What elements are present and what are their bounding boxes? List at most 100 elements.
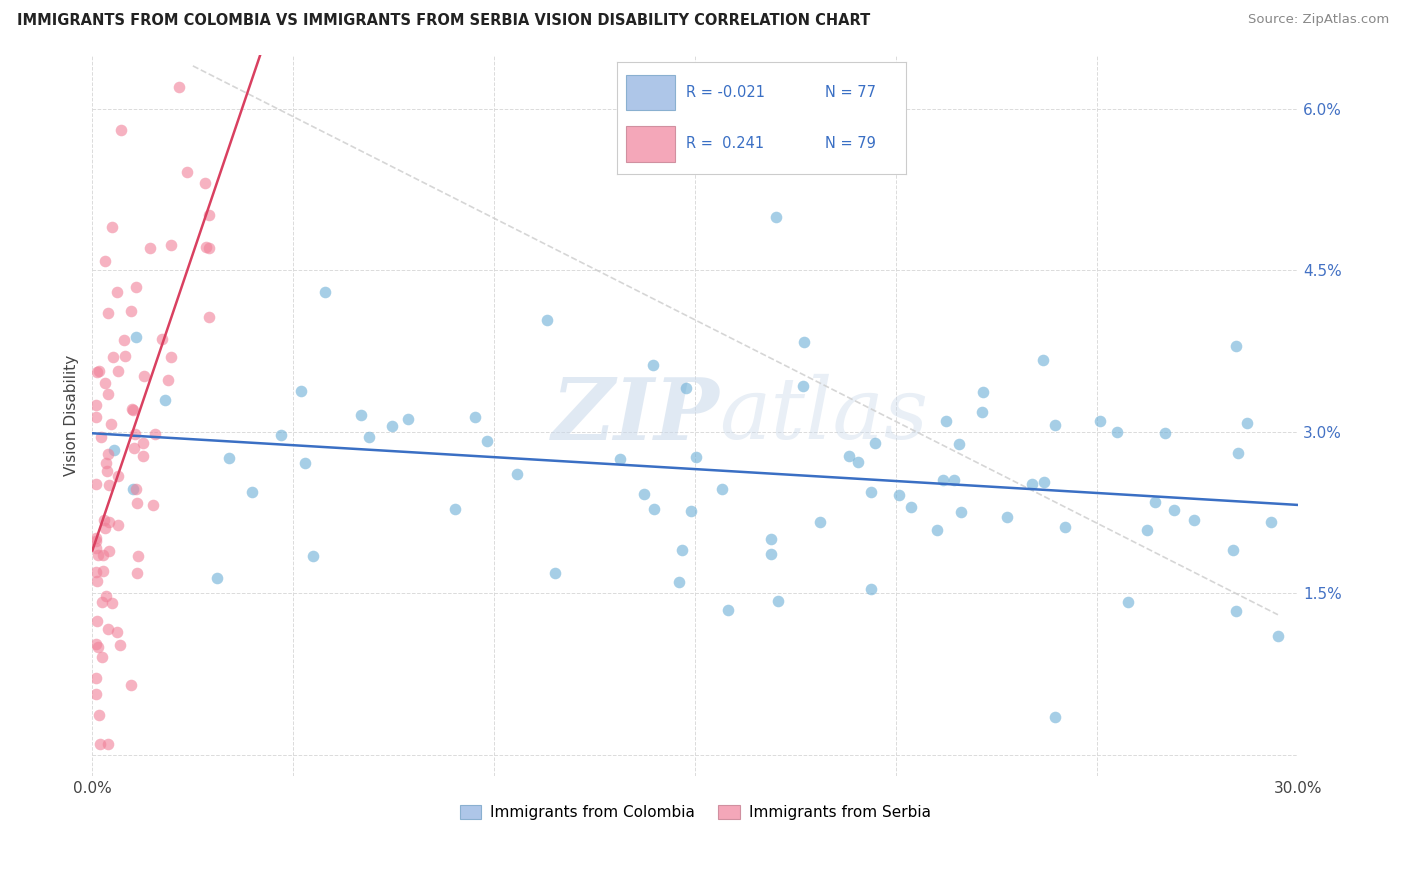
Immigrants from Colombia — [671, 543, 693, 558]
Immigrants from Serbia — [198, 310, 221, 325]
Immigrants from Serbia — [132, 450, 155, 464]
Immigrants from Colombia — [1154, 426, 1177, 441]
Immigrants from Colombia — [240, 485, 263, 500]
Immigrants from Colombia — [464, 410, 486, 425]
Immigrants from Colombia — [218, 450, 240, 465]
Text: ZIP: ZIP — [551, 374, 720, 458]
Immigrants from Serbia — [97, 447, 120, 461]
Immigrants from Serbia — [127, 549, 149, 563]
Immigrants from Serbia — [90, 429, 112, 443]
Immigrants from Serbia — [124, 426, 146, 441]
Immigrants from Serbia — [98, 478, 121, 492]
Immigrants from Colombia — [1225, 339, 1247, 353]
Immigrants from Serbia — [139, 241, 162, 255]
Text: atlas: atlas — [720, 375, 928, 457]
Immigrants from Colombia — [444, 502, 467, 516]
Immigrants from Colombia — [205, 571, 228, 585]
Immigrants from Serbia — [91, 595, 114, 609]
Immigrants from Colombia — [1045, 710, 1067, 724]
Immigrants from Colombia — [863, 435, 886, 450]
Immigrants from Serbia — [122, 441, 145, 455]
Immigrants from Serbia — [143, 426, 166, 441]
Immigrants from Serbia — [160, 238, 183, 252]
Immigrants from Serbia — [87, 640, 110, 654]
Immigrants from Serbia — [96, 464, 118, 478]
Immigrants from Serbia — [86, 365, 108, 379]
Immigrants from Colombia — [681, 504, 703, 518]
Immigrants from Colombia — [995, 510, 1018, 524]
Immigrants from Colombia — [103, 442, 125, 457]
Immigrants from Colombia — [1053, 520, 1076, 534]
Immigrants from Serbia — [87, 708, 110, 723]
Immigrants from Serbia — [132, 436, 155, 450]
Immigrants from Serbia — [150, 332, 173, 346]
Immigrants from Serbia — [97, 737, 120, 751]
Immigrants from Colombia — [931, 473, 953, 487]
Immigrants from Serbia — [108, 638, 131, 652]
Immigrants from Serbia — [97, 387, 120, 401]
Immigrants from Colombia — [125, 330, 148, 344]
Immigrants from Colombia — [948, 437, 970, 451]
Immigrants from Serbia — [93, 548, 115, 562]
Y-axis label: Vision Disability: Vision Disability — [65, 355, 79, 476]
Immigrants from Colombia — [1182, 513, 1205, 527]
Immigrants from Colombia — [838, 449, 860, 463]
Immigrants from Serbia — [194, 177, 217, 191]
Immigrants from Colombia — [1021, 477, 1043, 491]
Immigrants from Serbia — [127, 496, 149, 510]
Immigrants from Serbia — [87, 364, 110, 378]
Immigrants from Serbia — [100, 417, 122, 431]
Immigrants from Colombia — [544, 566, 567, 580]
Immigrants from Colombia — [675, 381, 697, 395]
Immigrants from Serbia — [86, 637, 108, 651]
Immigrants from Colombia — [122, 482, 145, 496]
Immigrants from Serbia — [97, 622, 120, 636]
Immigrants from Serbia — [121, 402, 143, 417]
Immigrants from Serbia — [94, 589, 117, 603]
Immigrants from Colombia — [290, 384, 312, 398]
Immigrants from Colombia — [1136, 523, 1159, 537]
Immigrants from Serbia — [89, 737, 111, 751]
Immigrants from Colombia — [949, 505, 972, 519]
Immigrants from Colombia — [792, 379, 814, 393]
Immigrants from Serbia — [198, 241, 221, 255]
Immigrants from Serbia — [198, 208, 221, 222]
Immigrants from Serbia — [86, 541, 108, 555]
Immigrants from Colombia — [609, 451, 631, 466]
Immigrants from Serbia — [112, 333, 135, 347]
Immigrants from Colombia — [270, 428, 292, 442]
Immigrants from Colombia — [1260, 515, 1282, 529]
Immigrants from Serbia — [86, 410, 108, 425]
Immigrants from Colombia — [396, 412, 419, 426]
Immigrants from Colombia — [1226, 446, 1249, 460]
Immigrants from Colombia — [717, 603, 740, 617]
Immigrants from Serbia — [86, 533, 108, 548]
Immigrants from Colombia — [1043, 418, 1066, 433]
Immigrants from Serbia — [167, 80, 190, 95]
Immigrants from Serbia — [86, 531, 108, 545]
Immigrants from Serbia — [97, 306, 120, 320]
Immigrants from Serbia — [125, 482, 148, 496]
Immigrants from Colombia — [860, 582, 883, 597]
Immigrants from Colombia — [381, 419, 404, 434]
Immigrants from Colombia — [766, 594, 789, 608]
Immigrants from Colombia — [942, 473, 965, 487]
Immigrants from Serbia — [86, 477, 108, 491]
Immigrants from Colombia — [1107, 425, 1129, 439]
Immigrants from Serbia — [105, 285, 128, 299]
Immigrants from Serbia — [87, 549, 110, 563]
Immigrants from Serbia — [110, 123, 132, 137]
Immigrants from Serbia — [176, 164, 198, 178]
Immigrants from Colombia — [1090, 414, 1112, 428]
Immigrants from Colombia — [972, 384, 994, 399]
Immigrants from Serbia — [86, 614, 108, 628]
Immigrants from Colombia — [1032, 475, 1054, 489]
Immigrants from Colombia — [643, 501, 665, 516]
Immigrants from Serbia — [97, 543, 120, 558]
Immigrants from Colombia — [900, 500, 922, 514]
Immigrants from Serbia — [142, 498, 165, 512]
Immigrants from Colombia — [1032, 352, 1054, 367]
Immigrants from Serbia — [86, 671, 108, 685]
Immigrants from Colombia — [1163, 503, 1185, 517]
Immigrants from Serbia — [86, 574, 108, 588]
